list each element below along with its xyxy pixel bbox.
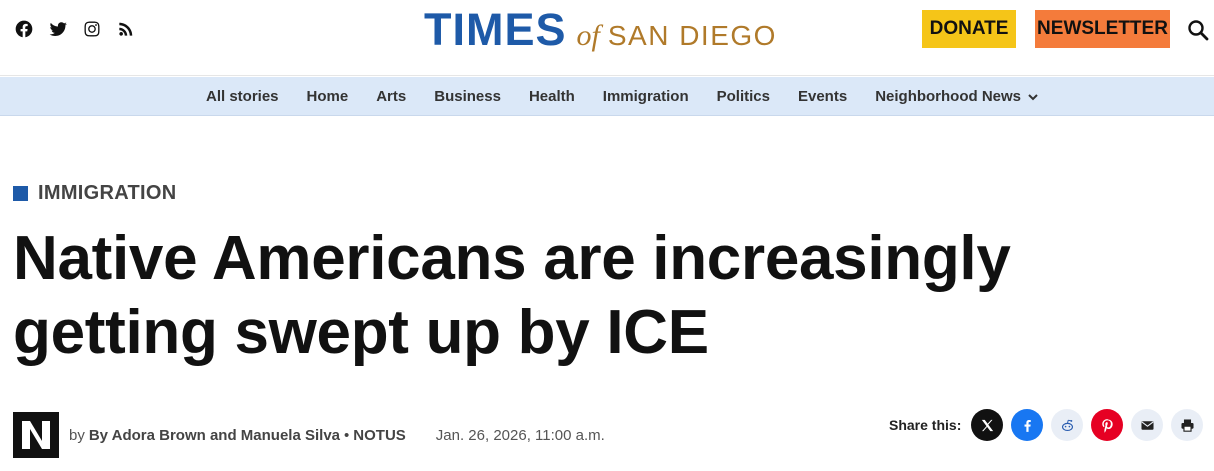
- newsletter-button[interactable]: NEWSLETTER: [1035, 10, 1170, 48]
- print-icon[interactable]: [1171, 409, 1204, 441]
- instagram-icon[interactable]: [82, 18, 102, 40]
- social-links: [14, 18, 136, 40]
- nav-item-neighborhood-news[interactable]: Neighborhood News: [875, 88, 1039, 105]
- share-bar: Share this:: [889, 409, 1204, 441]
- logo-times: TIMES: [424, 4, 567, 55]
- logo-city: SAN DIEGO: [607, 20, 777, 51]
- site-logo[interactable]: TIMES of SAN DIEGO: [424, 4, 804, 56]
- notus-logo-icon: [16, 415, 56, 455]
- twitter-icon[interactable]: [48, 18, 68, 40]
- byline-prefix: by: [69, 426, 85, 444]
- reddit-icon[interactable]: [1051, 409, 1084, 441]
- nav-item-neighborhood-news-label: Neighborhood News: [875, 88, 1022, 105]
- byline-separator: •: [344, 426, 350, 444]
- article-headline: Native Americans are increasingly gettin…: [13, 224, 1011, 367]
- share-label: Share this:: [889, 417, 962, 433]
- category-label: IMMIGRATION: [38, 182, 177, 204]
- pinterest-icon[interactable]: [1091, 409, 1124, 441]
- nav-item-health[interactable]: Health: [528, 88, 575, 105]
- logo-of: of: [576, 19, 600, 52]
- publish-date: Jan. 26, 2026, 11:00 a.m.: [435, 426, 605, 444]
- nav-item-arts[interactable]: Arts: [376, 88, 407, 105]
- byline-outlet: NOTUS: [353, 426, 406, 444]
- main-nav: All stories Home Arts Business Health Im…: [0, 77, 1214, 116]
- nav-item-politics[interactable]: Politics: [716, 88, 770, 105]
- email-icon[interactable]: [1131, 409, 1164, 441]
- nav-item-events[interactable]: Events: [797, 88, 848, 105]
- nav-item-home[interactable]: Home: [306, 88, 349, 105]
- category-marker: [13, 186, 28, 201]
- x-icon[interactable]: [971, 409, 1004, 441]
- nav-item-all-stories[interactable]: All stories: [206, 88, 279, 105]
- rss-icon[interactable]: [116, 18, 136, 40]
- byline-authors[interactable]: By Adora Brown and Manuela Silva: [88, 426, 341, 444]
- chevron-down-icon: [1028, 93, 1038, 100]
- facebook-icon[interactable]: [14, 18, 34, 40]
- donate-button[interactable]: DONATE: [922, 10, 1016, 48]
- facebook-icon[interactable]: [1011, 409, 1044, 441]
- category-link[interactable]: IMMIGRATION: [13, 182, 176, 205]
- search-icon[interactable]: [1186, 18, 1212, 44]
- author-avatar: [13, 412, 59, 458]
- site-header: TIMES of SAN DIEGO DONATE NEWSLETTER: [0, 0, 1214, 76]
- nav-item-immigration[interactable]: Immigration: [602, 88, 689, 105]
- byline: by By Adora Brown and Manuela Silva • NO…: [13, 412, 605, 458]
- nav-item-business[interactable]: Business: [434, 88, 501, 105]
